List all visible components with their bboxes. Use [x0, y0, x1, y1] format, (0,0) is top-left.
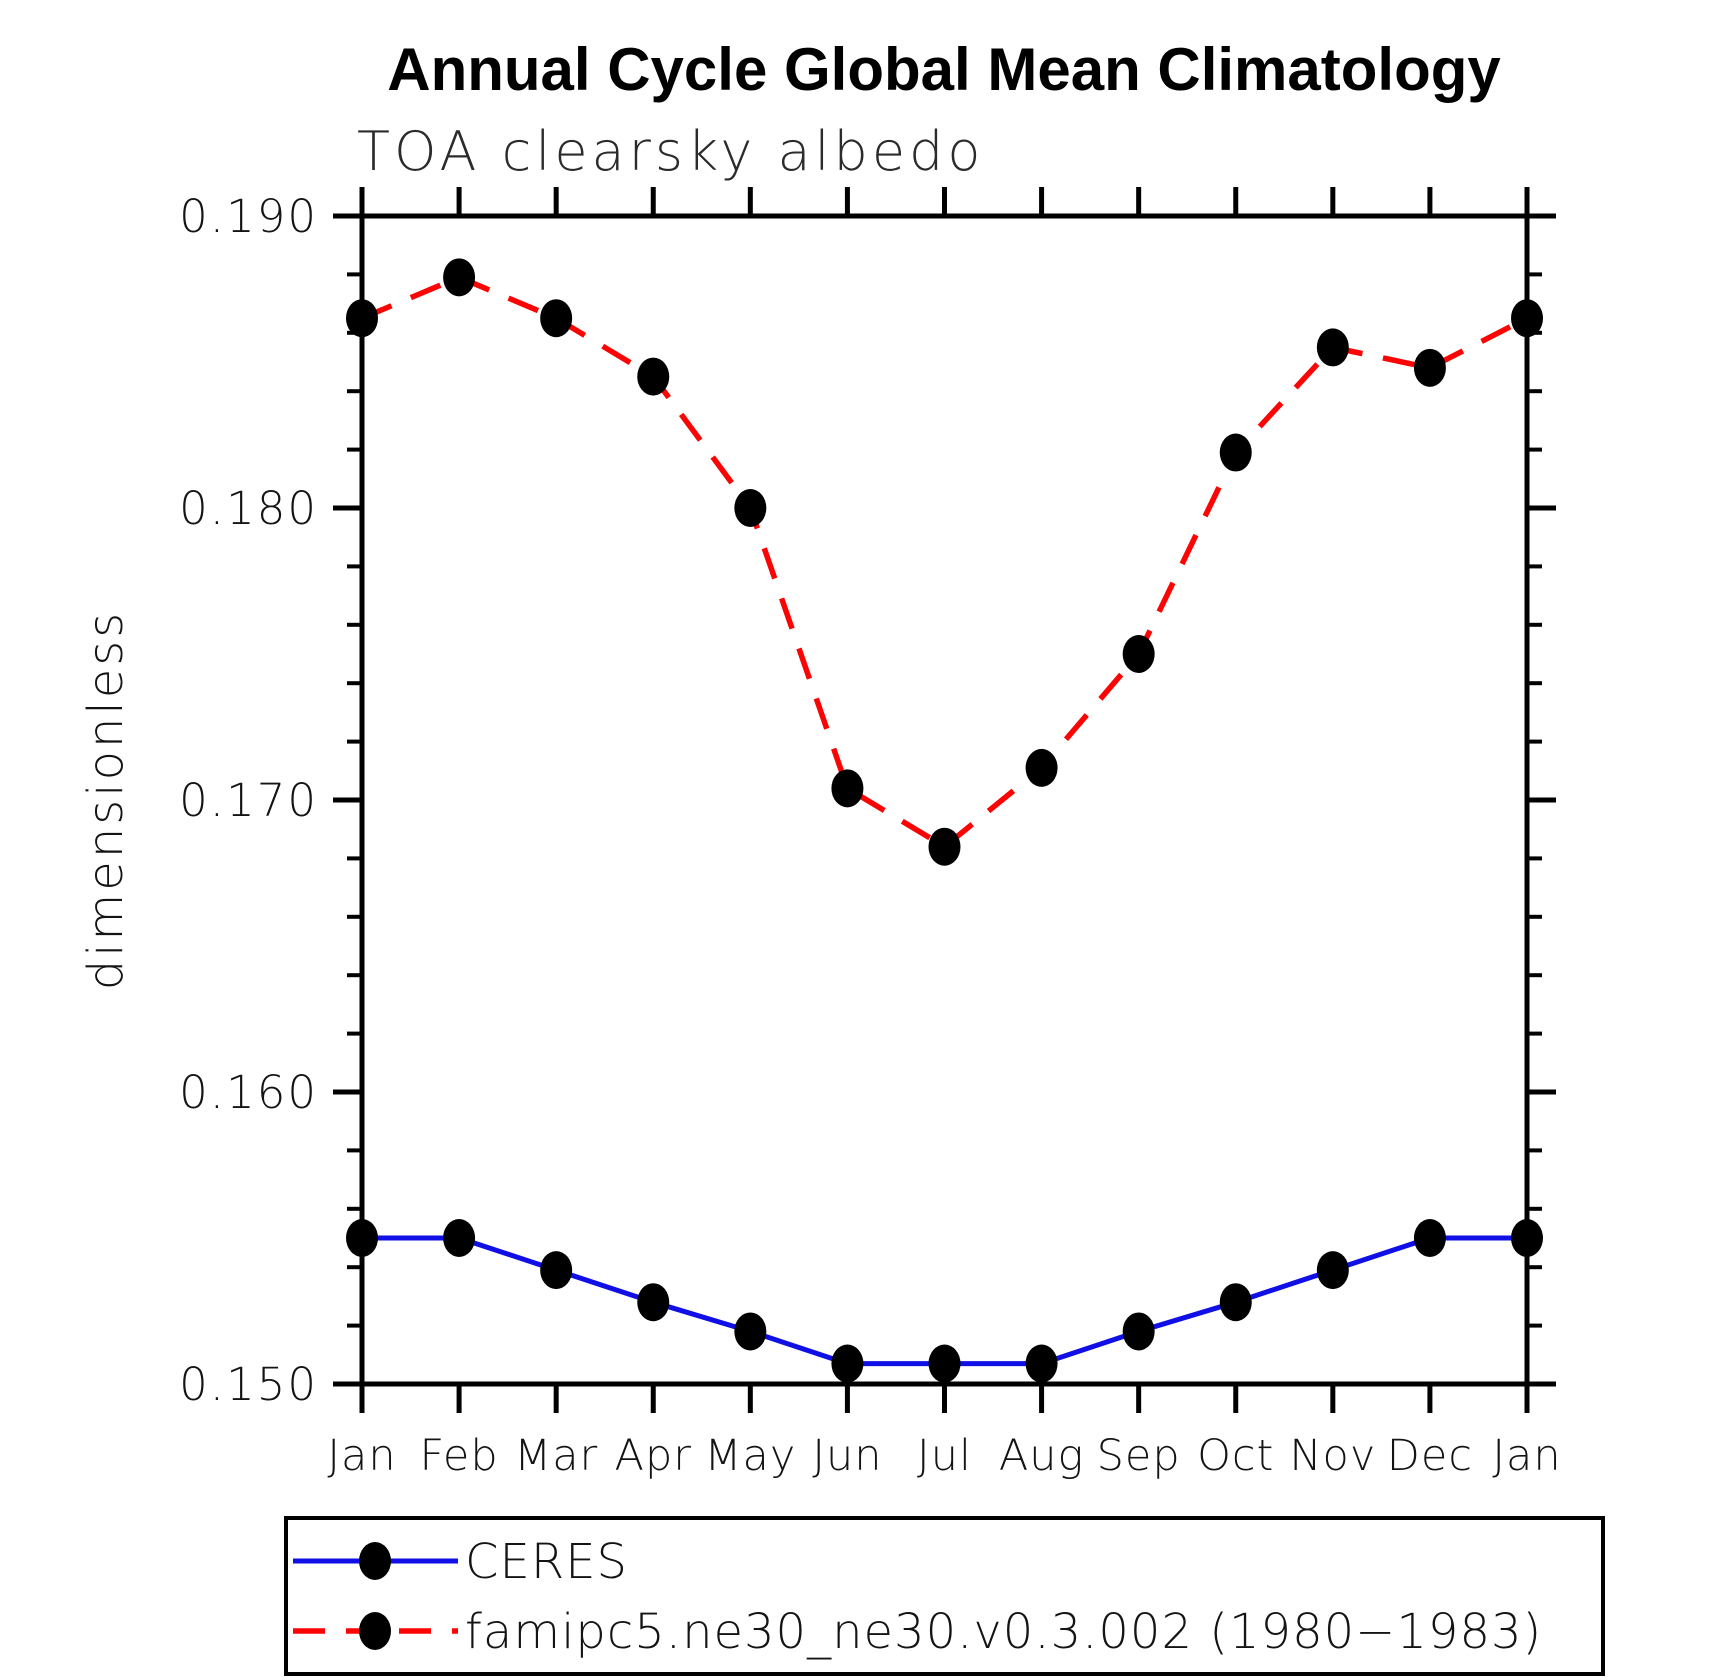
data-point-marker [734, 489, 767, 527]
data-point-marker [1219, 433, 1252, 472]
data-point-marker [1511, 1219, 1543, 1257]
legend: CERES famipc5.ne30_ne30.v0.3.002 (1980−19… [284, 1516, 1605, 1676]
legend-label: famipc5.ne30_ne30.v0.3.002 (1980−1983) [465, 1604, 1542, 1660]
x-tick-label: Sep [1097, 1431, 1181, 1481]
data-point-marker [443, 1219, 476, 1257]
x-tick-label: Apr [615, 1431, 692, 1481]
x-tick-label: Mar [514, 1431, 598, 1481]
data-point-marker [346, 1219, 378, 1257]
y-tick-label: 0.160 [179, 1066, 318, 1119]
x-tick-labels: Jan Feb Mar Apr May Jun Jul Aug Sep Oct Nov Dec Jan [327, 1431, 1561, 1481]
data-point-marker [1413, 1219, 1446, 1257]
data-point-marker [443, 258, 476, 297]
x-tick-label: Jan [1492, 1431, 1561, 1481]
data-point-marker [928, 827, 961, 866]
x-tick-label: Dec [1387, 1431, 1473, 1481]
data-point-marker [540, 1251, 573, 1290]
data-point-marker [1316, 1251, 1349, 1290]
data-point-marker [831, 1344, 864, 1383]
x-tick-label: Jul [917, 1431, 972, 1481]
x-tick-label: Nov [1289, 1431, 1376, 1481]
x-tick-label: Jun [812, 1431, 882, 1481]
chart-title: Annual Cycle Global Mean Climatology [387, 36, 1501, 103]
data-point-marker [540, 299, 573, 338]
x-tick-label: Jan [327, 1431, 396, 1481]
data-point-marker [831, 769, 864, 808]
data-point-marker [734, 1312, 767, 1351]
data-series [346, 258, 1543, 1383]
legend-marker [359, 1612, 391, 1650]
data-point-marker [346, 299, 378, 338]
plot-border [359, 213, 1530, 1387]
x-tick-label: Feb [420, 1431, 499, 1481]
data-point-marker [1511, 299, 1543, 338]
series-line-model [360, 274, 1529, 851]
y-tick-label: 0.180 [179, 482, 318, 535]
y-axis-label: dimensionless [78, 610, 134, 991]
y-tick-label: 0.190 [179, 190, 318, 243]
data-point-marker [1316, 328, 1349, 367]
legend-marker [359, 1542, 391, 1580]
data-point-marker [1413, 348, 1446, 387]
legend-label: CERES [465, 1534, 628, 1590]
data-point-marker [1122, 1312, 1155, 1351]
chart-subtitle: TOA clearsky albedo [357, 120, 984, 183]
data-point-marker [1122, 635, 1155, 673]
x-tick-label: Aug [999, 1431, 1084, 1481]
axis-ticks [333, 187, 1556, 1413]
data-point-marker [928, 1344, 961, 1383]
y-tick-labels: 0.150 0.160 0.170 0.180 0.190 [179, 190, 318, 1411]
data-point-marker [637, 357, 670, 396]
x-tick-label: Oct [1197, 1431, 1274, 1481]
plot-frame [359, 213, 1530, 1387]
data-point-marker [637, 1283, 670, 1322]
data-point-marker [1025, 748, 1058, 787]
data-point-marker [1025, 1344, 1058, 1383]
legend-box [284, 1516, 1605, 1676]
y-tick-label: 0.170 [179, 774, 318, 827]
y-tick-label: 0.150 [179, 1358, 318, 1411]
x-tick-label: May [704, 1431, 796, 1481]
data-point-marker [1219, 1283, 1252, 1322]
